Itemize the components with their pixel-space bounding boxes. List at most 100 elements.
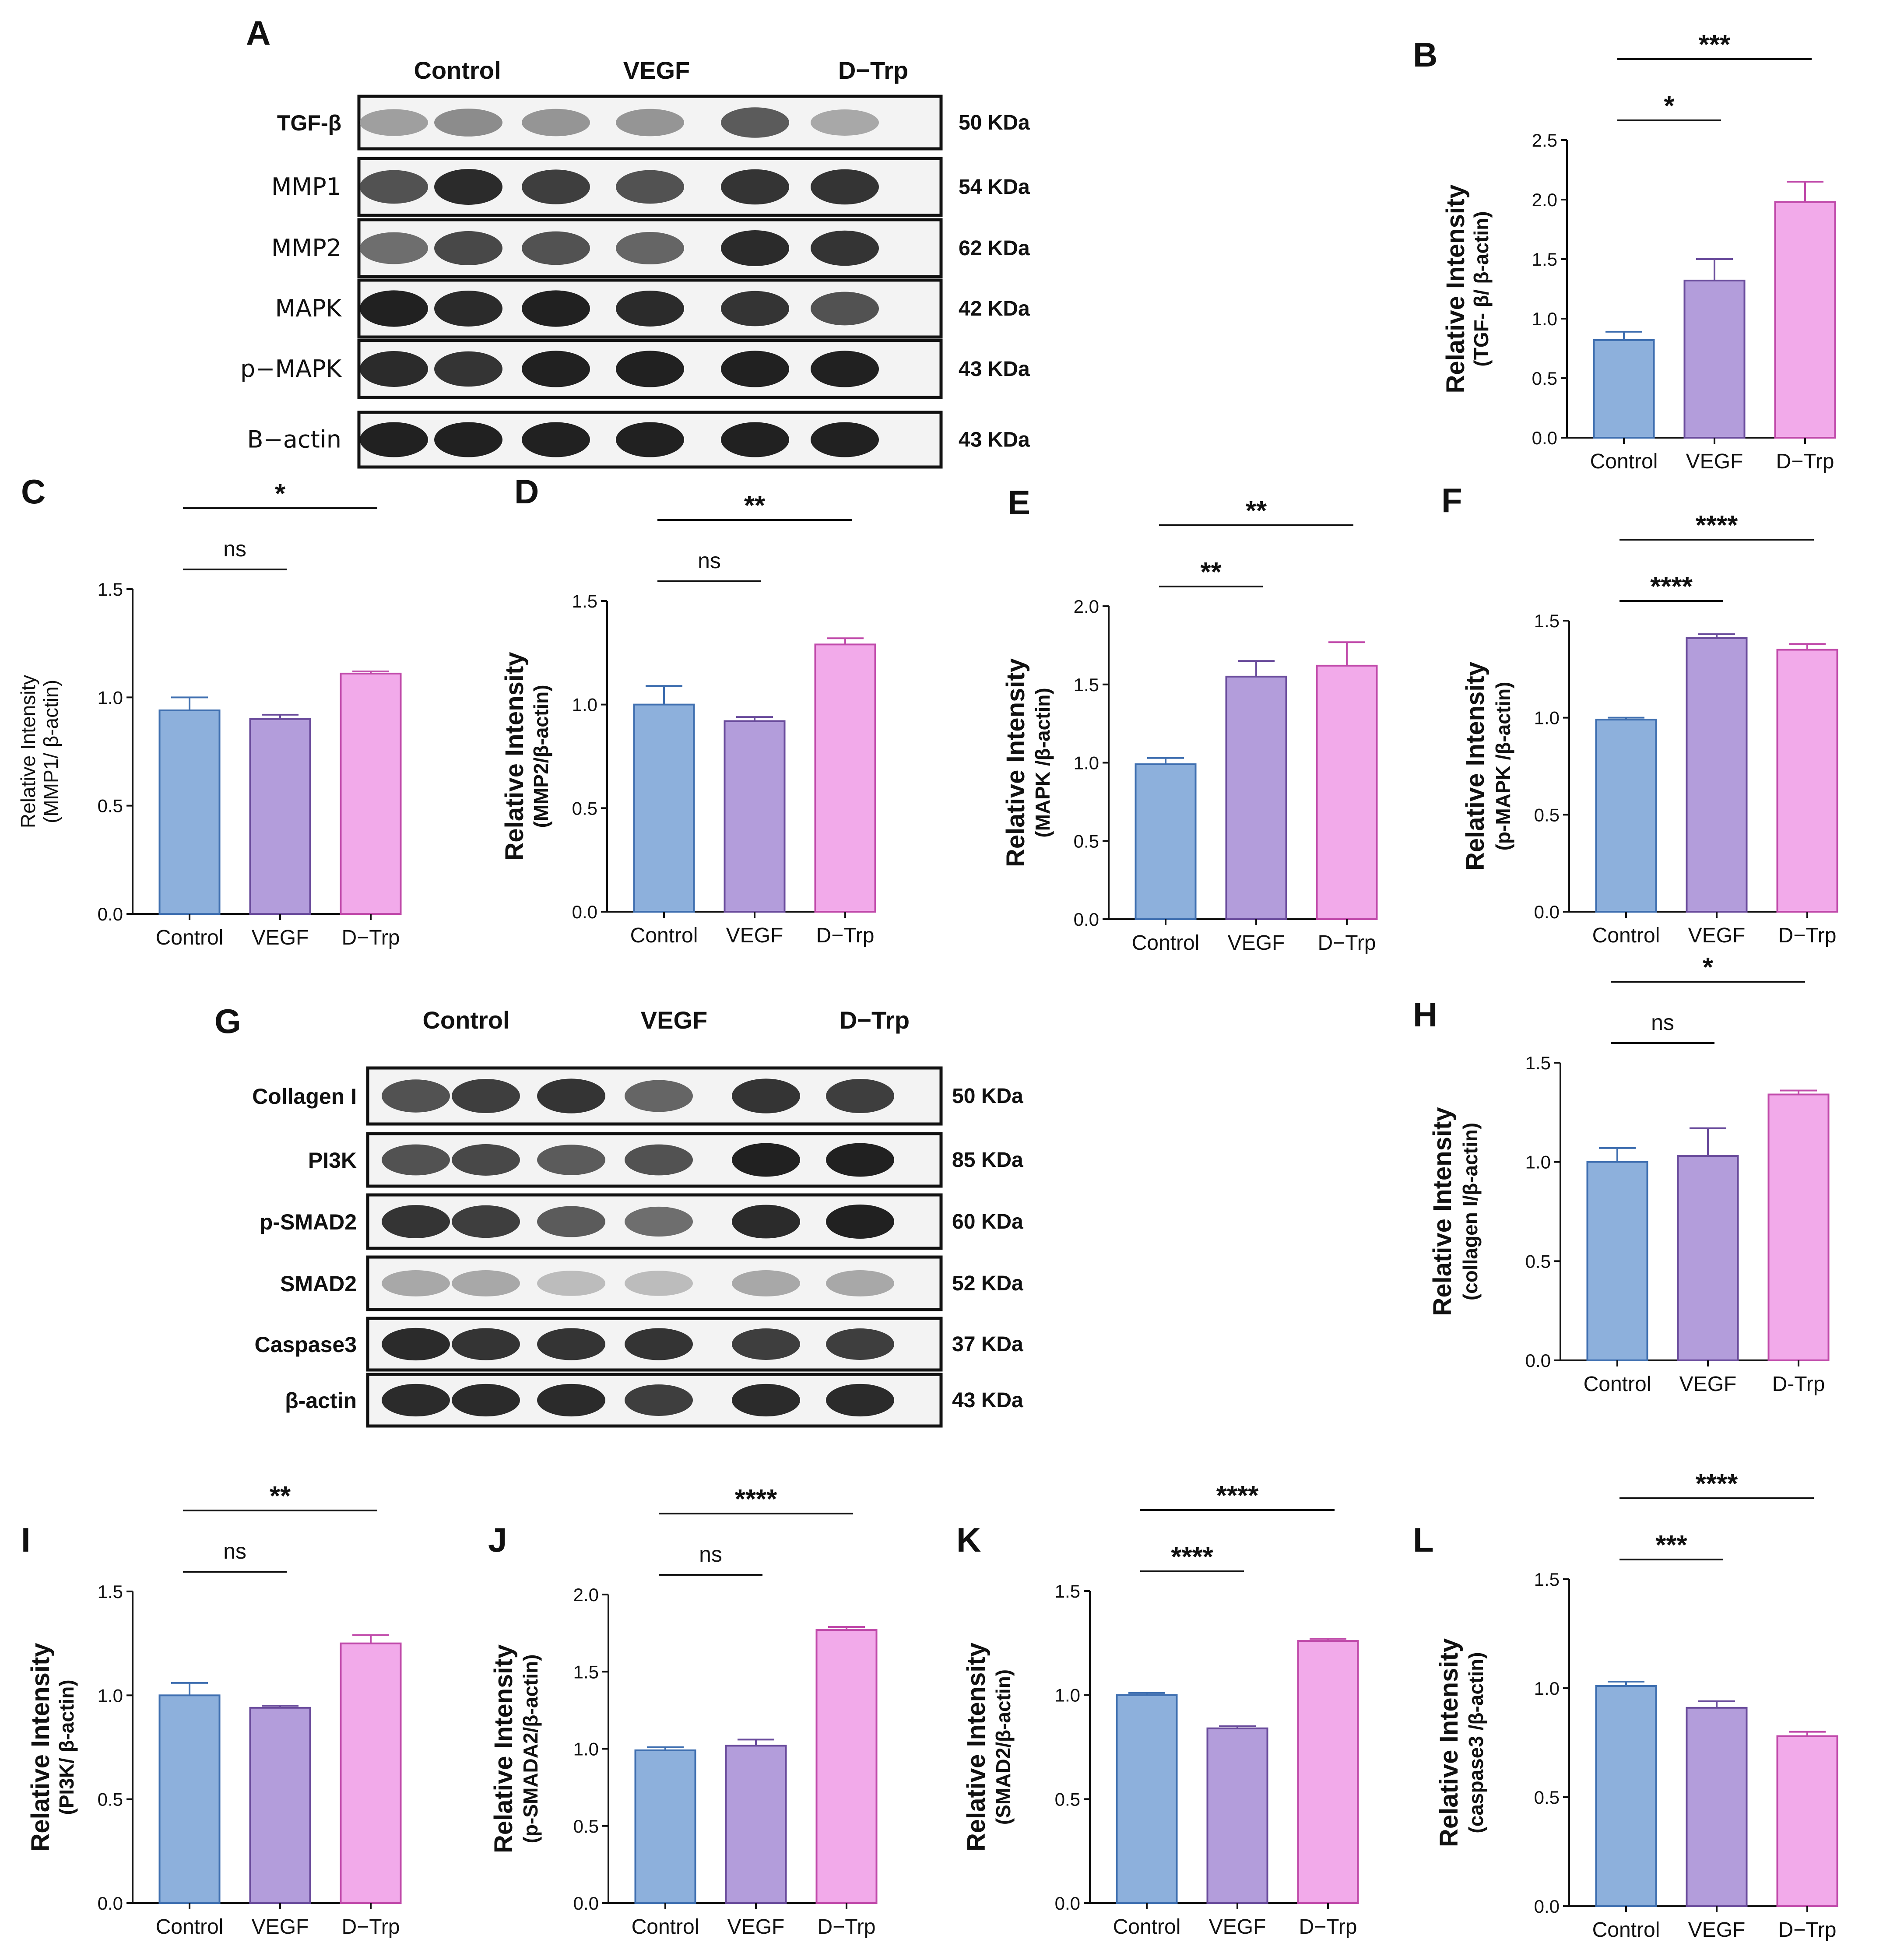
panel-letter: H [1413, 995, 1437, 1034]
y-tick-label: 1.5 [1532, 249, 1557, 270]
blot-group-header: Control [422, 1006, 509, 1034]
blot-band [625, 1271, 693, 1296]
y-tick-label: 1.5 [98, 1581, 123, 1602]
y-tick-label: 0.5 [572, 798, 597, 818]
blot-band [382, 1328, 450, 1361]
blot-band [732, 1270, 800, 1296]
y-axis-subtitle: (caspase3 /β-actin) [1465, 1652, 1487, 1833]
blot-band [721, 107, 789, 138]
blot-band [732, 1078, 800, 1113]
panel-letter: G [214, 1002, 241, 1040]
blot-kda-label: 50 KDa [959, 111, 1030, 134]
blot-band [522, 231, 590, 265]
chart-panel-I: I 0.0 0.5 1.0 1.5 Control VEGF D−Trp ns ** Relativ… [21, 1481, 402, 1939]
blot-band [522, 109, 590, 137]
y-tick-label: 0.0 [1534, 1896, 1560, 1917]
y-tick-label: 1.0 [98, 687, 123, 708]
significance-label: ** [1246, 496, 1267, 526]
y-tick-label: 1.0 [1055, 1685, 1080, 1706]
y-axis-title: Relative Intensity [17, 675, 39, 828]
y-tick-label: 1.0 [98, 1685, 123, 1706]
y-tick-label: 0.0 [98, 1893, 123, 1914]
blot-row-label: MMP1 [271, 173, 341, 200]
panel-letter: K [956, 1521, 981, 1559]
x-category-label: Control [1132, 931, 1200, 955]
panel-letter: B [1413, 35, 1437, 74]
bar-control [1595, 1685, 1657, 1907]
blot-band [360, 170, 428, 204]
bar-vegf [724, 720, 786, 913]
y-tick-label: 0.0 [1532, 428, 1557, 448]
blot-band [616, 422, 684, 457]
blot-band [811, 230, 879, 266]
y-tick-label: 1.5 [573, 1661, 599, 1682]
blot-band [434, 231, 502, 265]
blot-band [721, 291, 789, 327]
blot-band [537, 1078, 605, 1113]
x-category-label: VEGF [1228, 931, 1285, 955]
panel-letter: C [21, 472, 46, 511]
blot-band [732, 1205, 800, 1239]
significance-label: ns [698, 548, 721, 573]
y-tick-label: 0.0 [573, 1893, 599, 1914]
blot-band [452, 1078, 520, 1113]
y-axis-title: Relative Intensity [1001, 658, 1030, 867]
blot-band [537, 1206, 605, 1237]
y-axis-title: Relative Intensity [489, 1644, 518, 1853]
blot-band [811, 292, 879, 326]
panel-letter: L [1413, 1521, 1434, 1559]
bar-vegf [725, 1745, 787, 1904]
significance-label: ** [744, 491, 766, 521]
panel-letter: F [1441, 481, 1462, 520]
y-tick-label: 0.0 [1525, 1350, 1551, 1371]
significance-label: ns [1651, 1010, 1674, 1035]
bar-dtrp [340, 1642, 402, 1904]
significance-label: *** [1655, 1530, 1687, 1560]
x-category-label: VEGF [1688, 1918, 1746, 1942]
blot-kda-label: 54 KDa [959, 176, 1030, 199]
x-category-label: Control [1590, 450, 1658, 473]
x-category-label: Control [1584, 1373, 1651, 1396]
bar-control [158, 1694, 221, 1904]
panel-letter: A [246, 14, 270, 52]
x-category-label: Control [1113, 1915, 1181, 1939]
significance-label: *** [1699, 30, 1731, 60]
y-tick-label: 1.0 [572, 695, 597, 715]
blot-band [382, 1205, 450, 1238]
y-axis-subtitle: (p-SMADA2/β-actin) [519, 1654, 542, 1844]
x-category-label: D−Trp [342, 1915, 400, 1939]
significance-label: * [1703, 952, 1714, 983]
blot-kda-label: 37 KDa [952, 1333, 1023, 1356]
blot-band [826, 1143, 894, 1177]
blot-band [537, 1384, 605, 1417]
blot-band [360, 232, 428, 264]
x-category-label: Control [630, 924, 698, 947]
blot-kda-label: 42 KDa [959, 297, 1030, 320]
blot-band [452, 1384, 520, 1417]
significance-label: **** [1171, 1542, 1213, 1572]
y-tick-label: 2.5 [1532, 130, 1557, 151]
significance-label: **** [735, 1484, 777, 1514]
y-tick-label: 1.5 [1525, 1053, 1551, 1073]
bar-control [1135, 763, 1197, 920]
significance-label: ns [223, 537, 246, 561]
significance-label: **** [1696, 510, 1738, 541]
blot-group-header: VEGF [641, 1006, 707, 1034]
y-tick-label: 2.0 [1532, 190, 1557, 210]
bar-dtrp [1776, 1735, 1838, 1907]
blot-band [522, 351, 590, 387]
x-category-label: Control [156, 1915, 224, 1939]
blot-kda-label: 43 KDa [959, 358, 1030, 381]
bar-control [634, 1749, 696, 1904]
significance-label: ns [699, 1542, 722, 1567]
y-tick-label: 0.0 [1534, 902, 1560, 922]
blot-row-label: B−actin [247, 426, 341, 453]
chart-panel-C: C 0.0 0.5 1.0 1.5 Control VEGF D−Trp ns * Relative… [17, 472, 402, 949]
blot-kda-label: 85 KDa [952, 1149, 1023, 1172]
y-tick-label: 0.5 [1055, 1789, 1080, 1809]
blot-band [382, 1270, 450, 1296]
y-tick-label: 1.5 [1534, 611, 1560, 631]
panel-letter: J [488, 1521, 507, 1559]
